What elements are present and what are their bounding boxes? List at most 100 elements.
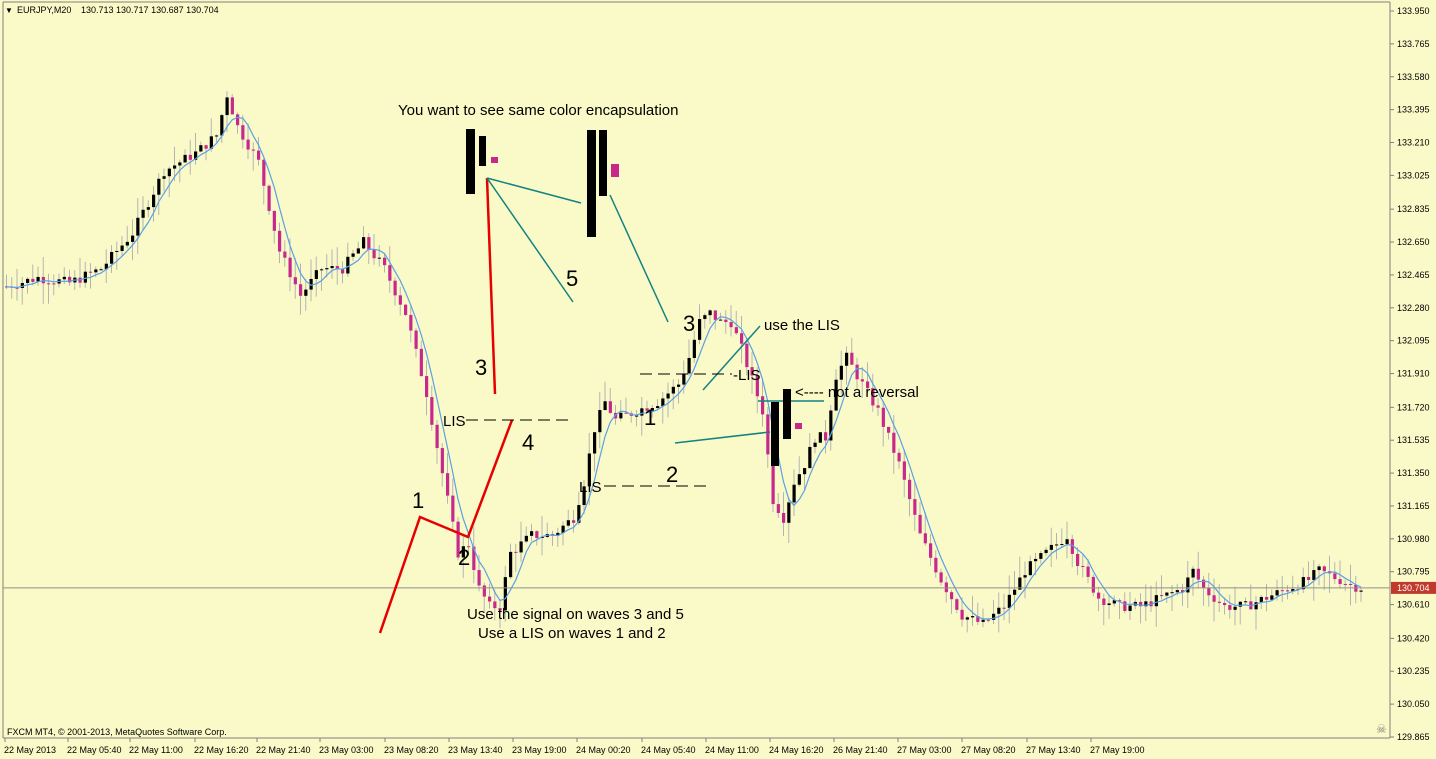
candle-body (561, 525, 565, 533)
candle-body (876, 405, 880, 408)
wave-label-3b: 3 (683, 311, 695, 336)
candle-body (477, 570, 481, 586)
candle-body (194, 151, 198, 160)
candle-body (367, 237, 371, 250)
candle-body (251, 149, 255, 151)
wave-label-3: 3 (475, 355, 487, 380)
time-tick-label: 27 May 08:20 (961, 745, 1016, 755)
wave-label-1b: 1 (644, 405, 656, 430)
candle-body (782, 512, 786, 523)
candle-body (703, 315, 707, 320)
candle-body (1343, 583, 1347, 585)
candle-body (766, 414, 770, 455)
candle-body (960, 609, 964, 620)
price-tick-label: 131.535 (1397, 435, 1430, 445)
candle-body (1223, 602, 1227, 606)
candle-body (593, 432, 597, 454)
candle-body (293, 277, 297, 285)
candle-body (944, 582, 948, 593)
candle-body (309, 278, 313, 290)
candle-body (440, 448, 444, 474)
candle-body (461, 546, 465, 558)
candle-body (1023, 575, 1027, 578)
price-tick-label: 130.050 (1397, 699, 1430, 709)
candle-body (1112, 600, 1116, 604)
candle-body (1202, 579, 1206, 588)
candle-body (556, 532, 560, 536)
candle-body (99, 269, 103, 271)
candle-body (131, 235, 135, 242)
candle-body (430, 397, 434, 425)
candle-body (414, 330, 418, 349)
candle-body (797, 474, 801, 485)
price-tick-label: 132.280 (1397, 303, 1430, 313)
candle-body (976, 616, 980, 622)
candle-body (1186, 577, 1190, 593)
candle-body (635, 415, 639, 417)
wave-label-2: 2 (458, 545, 470, 570)
candle-body (608, 401, 612, 413)
candle-body (1139, 601, 1143, 607)
wave-label-4: 4 (522, 430, 534, 455)
candle-body (1123, 601, 1127, 611)
candle-body (1097, 592, 1101, 599)
candle-body (1233, 606, 1237, 610)
price-tick-label: 130.610 (1397, 600, 1430, 610)
candle-body (818, 432, 822, 443)
candle-body (1228, 605, 1232, 610)
candle-body (866, 381, 870, 389)
candle-body (603, 401, 607, 411)
candle-body (1128, 605, 1132, 611)
annotation-title: You want to see same color encapsulation (398, 102, 678, 119)
time-tick-label: 24 May 05:40 (641, 745, 696, 755)
candle-body (839, 365, 843, 380)
candle-body (230, 97, 234, 115)
encapsulation-pattern-2 (587, 130, 619, 237)
candle-body (1317, 566, 1321, 571)
candle-body (1049, 544, 1053, 550)
candle-body (68, 276, 72, 283)
candle-body (335, 266, 339, 270)
annotation-lines-teal (486, 177, 824, 444)
candle-body (1055, 544, 1059, 546)
candle-body (587, 453, 591, 487)
candle-body (1081, 565, 1085, 567)
time-tick-label: 22 May 2013 (4, 745, 56, 755)
candle-body (451, 495, 455, 522)
candle-body (241, 125, 245, 140)
candle-body (398, 295, 402, 305)
menu-arrow-icon[interactable]: ▼ (5, 6, 13, 15)
candle-body (409, 314, 413, 331)
candle-body (913, 499, 917, 515)
candle-body (640, 408, 644, 416)
candle-body (1301, 577, 1305, 590)
current-price-value: 130.704 (1397, 583, 1430, 593)
candle-body (482, 585, 486, 597)
price-tick-label: 131.910 (1397, 369, 1430, 379)
candle-body (330, 266, 334, 269)
price-tick-label: 133.765 (1397, 39, 1430, 49)
candle-body (199, 145, 203, 152)
candle-body (871, 388, 875, 406)
candle-body (992, 613, 996, 620)
candle-body (446, 473, 450, 496)
candle-body (31, 278, 35, 282)
candle-body (220, 115, 224, 136)
moving-average-line (6, 116, 1362, 620)
price-tick-label: 130.795 (1397, 567, 1430, 577)
price-tick-label: 133.950 (1397, 6, 1430, 16)
candle-body (986, 619, 990, 621)
candle-body (393, 280, 397, 296)
time-tick-label: 26 May 21:40 (833, 745, 888, 755)
candle-body (188, 154, 192, 160)
candle-body (509, 551, 513, 578)
candle-body (94, 269, 98, 273)
candlestick-series (5, 91, 1363, 633)
candle-body (236, 114, 240, 126)
encapsulation-pattern-1 (466, 129, 498, 194)
candle-body (1034, 558, 1038, 562)
price-tick-label: 132.095 (1397, 336, 1430, 346)
candle-body (425, 376, 429, 398)
candle-body (104, 263, 108, 270)
